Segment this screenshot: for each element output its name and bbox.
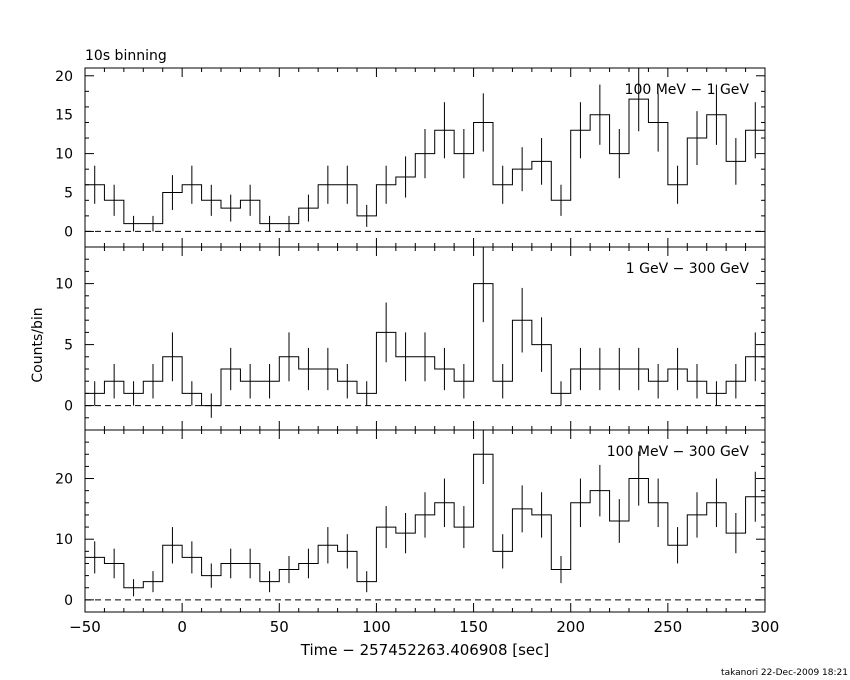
x-tick-label: 100: [362, 618, 391, 636]
y-tick-label: 10: [55, 147, 73, 163]
x-tick-label: 250: [654, 618, 683, 636]
x-tick-label: 50: [270, 618, 289, 636]
panel-2: 0 5 10 1 GeV − 300 GeV: [55, 246, 766, 431]
y-tick-label: 10: [55, 277, 73, 293]
binning-label: 10s binning: [85, 48, 167, 64]
panel-label: 100 MeV − 1 GeV: [625, 82, 750, 98]
step-series: [85, 453, 765, 589]
x-tick-label: 300: [751, 618, 780, 636]
footer-stamp: takanori 22-Dec-2009 18:21: [721, 668, 848, 678]
step-series: [85, 98, 765, 225]
x-axis-label: Time − 257452263.406908 [sec]: [300, 641, 550, 659]
x-tick-label: 200: [556, 618, 585, 636]
panel-frame: [84, 429, 766, 613]
y-axis-label: Counts/bin: [30, 307, 46, 382]
y-tick-label: 0: [64, 224, 73, 240]
y-tick-label: 0: [64, 593, 73, 609]
y-tick-label: 5: [64, 186, 73, 202]
y-tick-label: 5: [64, 338, 73, 354]
y-tick-label: 20: [55, 472, 73, 488]
panel-1: 0 5 10 15 20 100 MeV − 1 GeV: [55, 67, 766, 248]
panel-3: 0 10 20 100 MeV − 300 GeV: [55, 429, 766, 613]
panel-label: 100 MeV − 300 GeV: [607, 444, 750, 460]
x-tick-label: −50: [69, 618, 101, 636]
x-tick-label: 0: [177, 618, 187, 636]
panel-label: 1 GeV − 300 GeV: [626, 261, 750, 277]
y-tick-label: 10: [55, 532, 73, 548]
y-tick-label: 20: [55, 69, 73, 85]
x-tick-label: 150: [459, 618, 488, 636]
y-tick-label: 15: [55, 108, 73, 124]
y-tick-label: 0: [64, 399, 73, 415]
